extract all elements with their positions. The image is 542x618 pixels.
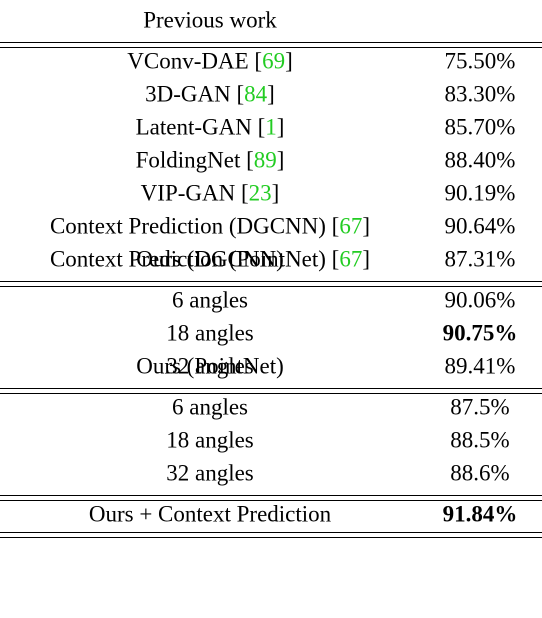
accuracy-value: 88.5% — [450, 427, 510, 453]
section-header: Previous work — [143, 7, 277, 33]
accuracy-value: 89.41% — [444, 353, 516, 379]
method-name: Context Prediction (PointNet) [67] — [50, 248, 370, 271]
citation-bracket: ] — [267, 81, 275, 107]
citation-bracket: ] — [362, 246, 371, 272]
citation-bracket: ] — [276, 114, 285, 140]
citation-bracket: ] — [271, 180, 280, 206]
method-name: Context Prediction (DGCNN) [67] — [50, 215, 370, 238]
method-text: Context Prediction (PointNet) [ — [49, 246, 340, 272]
rule-line — [0, 532, 542, 533]
citation: 84 — [244, 81, 268, 107]
accuracy-value: 85.70% — [444, 114, 516, 140]
rule-line — [0, 281, 542, 282]
citation-bracket: ] — [285, 48, 293, 74]
method-text: VConv-DAE [ — [127, 48, 263, 74]
method-text: Latent-GAN [ — [135, 114, 266, 140]
method-text: 18 angles — [166, 320, 254, 346]
citation-bracket: ] — [276, 147, 285, 173]
method-text: 18 angles — [166, 427, 254, 453]
citation: 69 — [262, 48, 286, 74]
rule-line — [0, 495, 542, 496]
method-name: Ours + Context Prediction — [89, 503, 331, 526]
citation: 89 — [253, 147, 277, 173]
method-name: FoldingNet [89] — [136, 149, 285, 172]
method-name: 6 angles — [172, 396, 248, 419]
method-name: VConv-DAE [69] — [127, 50, 292, 73]
accuracy-value: 88.6% — [450, 460, 510, 486]
accuracy-value: 83.30% — [444, 81, 516, 107]
citation: 1 — [265, 114, 277, 140]
citation: 23 — [248, 180, 272, 206]
section-header: Ours (PointNet) — [136, 353, 284, 379]
accuracy-value: 90.75% — [442, 320, 518, 346]
accuracy-value: 90.06% — [444, 287, 516, 313]
method-text: 6 angles — [171, 394, 249, 420]
rule-line — [0, 388, 542, 389]
method-name: VIP-GAN [23] — [141, 182, 280, 205]
section-header: Ours (DGCNN) — [136, 246, 284, 272]
citation: 67 — [339, 213, 363, 239]
method-text: FoldingNet [ — [135, 147, 254, 173]
method-text: 32 angles — [166, 353, 254, 379]
method-text: 6 angles — [171, 287, 249, 313]
method-text: 3D-GAN [ — [145, 81, 245, 107]
accuracy-value: 90.19% — [444, 180, 516, 206]
citation-bracket: ] — [362, 213, 371, 239]
accuracy-value: 75.50% — [444, 48, 516, 74]
method-name: 32 angles — [166, 355, 254, 378]
method-name: 3D-GAN [84] — [145, 83, 275, 106]
accuracy-value: 90.64% — [444, 213, 516, 239]
method-text: Ours + Context Prediction — [88, 501, 332, 527]
method-name: 6 angles — [172, 289, 248, 312]
method-text: 32 angles — [166, 460, 254, 486]
method-name: 18 angles — [166, 322, 254, 345]
accuracy-value: 91.84% — [442, 501, 518, 527]
method-name: 32 angles — [166, 462, 254, 485]
method-text: VIP-GAN [ — [140, 180, 249, 206]
rule-line — [0, 537, 542, 538]
accuracy-value: 87.5% — [450, 394, 510, 420]
method-text: Context Prediction (DGCNN) [ — [49, 213, 340, 239]
accuracy-value: 87.31% — [444, 246, 516, 272]
rule-line — [0, 500, 542, 501]
method-name: Latent-GAN [1] — [136, 116, 285, 139]
rule-line — [0, 393, 542, 394]
accuracy-value: 88.40% — [444, 147, 516, 173]
method-name: 18 angles — [166, 429, 254, 452]
rule-line — [0, 47, 542, 48]
citation: 67 — [339, 246, 363, 272]
rule-line — [0, 286, 542, 287]
rule-line — [0, 42, 542, 43]
